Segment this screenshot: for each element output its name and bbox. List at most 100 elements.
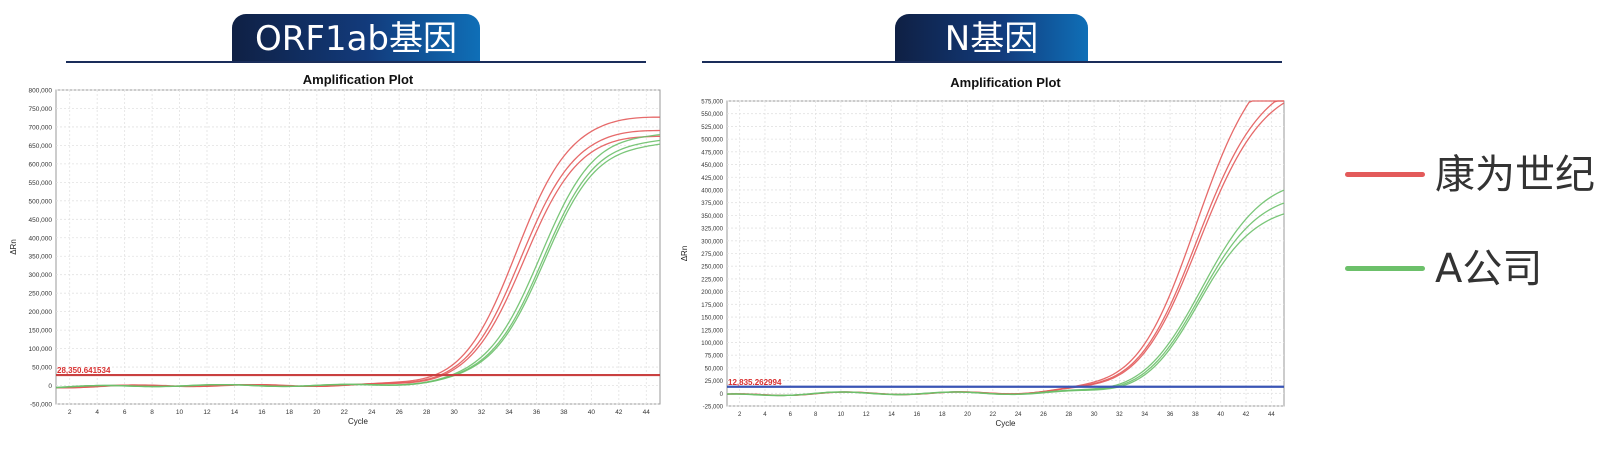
y-tick-label: 525,000 [701, 125, 723, 131]
x-tick-label: 20 [964, 412, 971, 418]
y-tick-label: 250,000 [29, 291, 53, 298]
x-tick-label: 36 [1167, 412, 1174, 418]
threshold-label: 12,835.262994 [728, 378, 782, 387]
x-tick-label: 26 [396, 409, 404, 416]
y-tick-label: 150,000 [29, 328, 53, 335]
y-tick-label: 400,000 [701, 188, 723, 194]
n-gene-header-rule [702, 61, 1282, 63]
y-tick-label: 450,000 [29, 217, 53, 224]
x-tick-label: 40 [588, 409, 596, 416]
x-tick-label: 34 [505, 409, 513, 416]
x-tick-label: 44 [1268, 412, 1275, 418]
x-tick-label: 18 [939, 412, 946, 418]
x-tick-label: 20 [313, 409, 321, 416]
plot-area [55, 89, 661, 405]
x-tick-label: 2 [68, 409, 72, 416]
y-tick-label: 750,000 [29, 106, 53, 113]
y-tick-label: 0 [48, 383, 52, 390]
x-tick-label: 4 [763, 412, 767, 418]
x-tick-label: 4 [95, 409, 99, 416]
y-tick-label: 500,000 [29, 198, 53, 205]
x-tick-label: 30 [450, 409, 458, 416]
legend-swatch-kangwei [1345, 172, 1425, 177]
x-tick-label: 42 [615, 409, 623, 416]
y-tick-label: -25,000 [703, 405, 724, 411]
x-tick-label: 14 [888, 412, 895, 418]
x-tick-label: 28 [423, 409, 431, 416]
y-tick-label: 550,000 [29, 180, 53, 187]
y-tick-label: 700,000 [29, 124, 53, 131]
y-tick-label: 100,000 [29, 346, 53, 353]
y-tick-label: 300,000 [29, 272, 53, 279]
x-tick-label: 38 [1192, 412, 1199, 418]
y-axis-label: ΔRn [680, 246, 689, 262]
x-tick-label: 26 [1040, 412, 1047, 418]
y-tick-label: 425,000 [701, 176, 723, 182]
x-tick-label: 6 [789, 412, 793, 418]
y-tick-label: 300,000 [701, 239, 723, 245]
orf1ab-panel-label: ORF1ab基因 [232, 14, 480, 62]
x-tick-label: 8 [150, 409, 154, 416]
x-tick-label: 18 [286, 409, 294, 416]
x-tick-label: 28 [1065, 412, 1072, 418]
x-tick-label: 16 [258, 409, 266, 416]
y-tick-label: -50,000 [30, 402, 52, 409]
x-tick-label: 32 [1116, 412, 1123, 418]
legend-swatch-company-a [1345, 266, 1425, 271]
y-tick-label: 475,000 [701, 150, 723, 156]
legend-item-company-a: A公司 [1345, 244, 1610, 294]
y-tick-label: 225,000 [701, 277, 723, 283]
y-tick-label: 275,000 [701, 252, 723, 258]
x-tick-label: 32 [478, 409, 486, 416]
x-tick-label: 14 [231, 409, 239, 416]
n-gene-panel-label: N基因 [895, 14, 1088, 62]
y-tick-label: 800,000 [29, 88, 53, 95]
x-tick-label: 24 [368, 409, 376, 416]
y-axis-label: ΔRn [9, 239, 18, 255]
y-tick-label: 600,000 [29, 161, 53, 168]
n-gene-amplification-plot: -25,000 0 25,000 50,000 75,000 100,000 125,000… [680, 100, 1285, 428]
y-tick-label: 175,000 [701, 303, 723, 309]
y-tick-label: 400,000 [29, 235, 53, 242]
y-tick-label: 150,000 [701, 316, 723, 322]
y-tick-label: 250,000 [701, 265, 723, 271]
y-tick-label: 50,000 [705, 366, 724, 372]
x-tick-label: 2 [738, 412, 742, 418]
x-axis-label: Cycle [995, 419, 1016, 428]
x-tick-label: 16 [914, 412, 921, 418]
x-tick-label: 42 [1243, 412, 1250, 418]
y-tick-label: 350,000 [701, 214, 723, 220]
legend-label-company-a: A公司 [1435, 246, 1543, 292]
legend-item-kangwei: 康为世纪 [1345, 150, 1610, 200]
y-tick-label: 100,000 [701, 341, 723, 347]
y-tick-label: 325,000 [701, 227, 723, 233]
x-tick-label: 30 [1091, 412, 1098, 418]
x-tick-label: 12 [863, 412, 870, 418]
y-tick-label: 350,000 [29, 254, 53, 261]
x-tick-label: 44 [643, 409, 651, 416]
y-tick-label: 0 [720, 392, 724, 398]
y-tick-label: 125,000 [701, 328, 723, 334]
x-tick-label: 40 [1217, 412, 1224, 418]
x-axis-label: Cycle [348, 417, 369, 426]
x-tick-label: 10 [176, 409, 184, 416]
y-tick-label: 575,000 [701, 100, 723, 106]
orf1ab-chart-title: Amplification Plot [302, 72, 414, 87]
y-tick-label: 450,000 [701, 163, 723, 169]
x-tick-label: 12 [203, 409, 211, 416]
n-gene-chart-title: Amplification Plot [950, 75, 1061, 90]
y-tick-label: 375,000 [701, 201, 723, 207]
x-tick-label: 6 [123, 409, 127, 416]
x-tick-label: 22 [989, 412, 996, 418]
y-tick-label: 500,000 [701, 138, 723, 144]
orf1ab-header-rule [66, 61, 646, 63]
y-tick-label: 200,000 [701, 290, 723, 296]
y-tick-label: 550,000 [701, 112, 723, 118]
x-tick-label: 36 [533, 409, 541, 416]
legend-label-kangwei: 康为世纪 [1435, 152, 1595, 198]
x-tick-label: 34 [1141, 412, 1148, 418]
amplification-curve-company_a [726, 213, 1285, 397]
y-tick-label: 25,000 [705, 379, 724, 385]
threshold-label: 28,350.641534 [57, 366, 111, 375]
x-tick-label: 22 [341, 409, 349, 416]
